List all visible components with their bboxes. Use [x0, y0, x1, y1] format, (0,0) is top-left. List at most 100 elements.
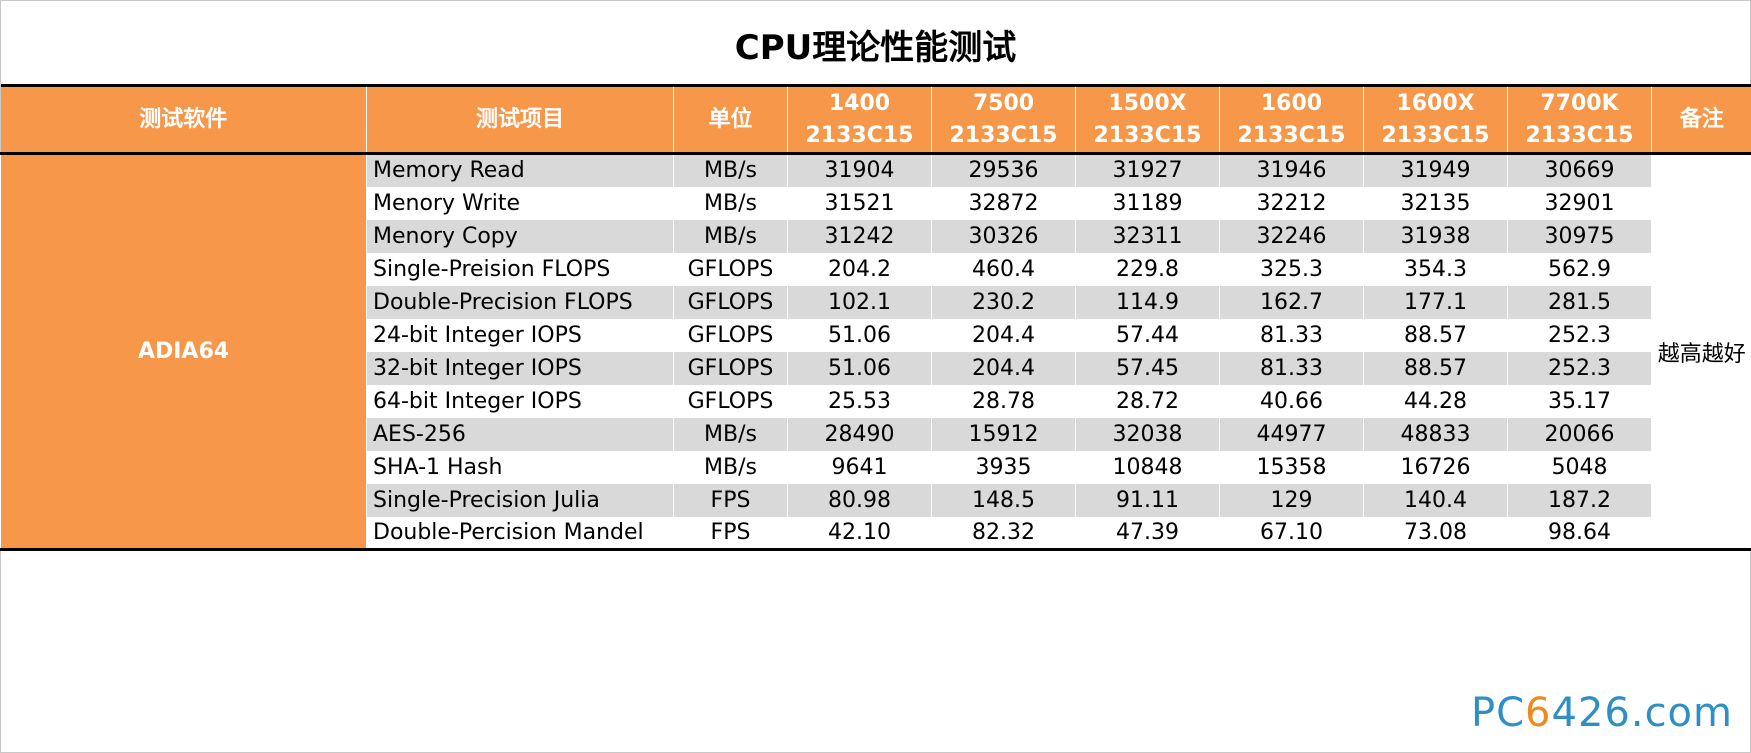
- value-cell: 15912: [931, 417, 1076, 451]
- value-cell: 30326: [931, 219, 1076, 253]
- value-cell: 162.7: [1219, 285, 1364, 319]
- header-cpu-1: 7500 2133C15: [931, 85, 1076, 154]
- header-row: 测试软件 测试项目 单位 1400 2133C15 7500 2133C15 1500X…: [0, 85, 1751, 154]
- header-cpu-4: 1600X 2133C15: [1363, 85, 1508, 154]
- value-cell: 28.78: [931, 384, 1076, 418]
- value-cell: 31189: [1075, 186, 1220, 220]
- value-cell: 229.8: [1075, 252, 1220, 286]
- value-cell: 67.10: [1219, 516, 1364, 550]
- value-cell: 252.3: [1507, 351, 1652, 385]
- value-cell: 102.1: [787, 285, 932, 319]
- value-cell: 82.32: [931, 516, 1076, 550]
- table-row: 24-bit Integer IOPS GFLOPS 51.06 204.4 57.44…: [1, 318, 1751, 352]
- value-cell: 20066: [1507, 417, 1652, 451]
- logo-part-accent: 6: [1525, 690, 1552, 736]
- header-cpu-model: 1500X: [1108, 90, 1187, 116]
- value-cell: 35.17: [1507, 384, 1652, 418]
- value-cell: 187.2: [1507, 483, 1652, 517]
- table-row: Single-Precision Julia FPS 80.98 148.5 91.11…: [1, 483, 1751, 517]
- unit-cell: FPS: [673, 483, 788, 517]
- item-cell: Double-Precision FLOPS: [366, 285, 674, 319]
- value-cell: 32212: [1219, 186, 1364, 220]
- logo-part-main: PC: [1470, 690, 1526, 736]
- value-cell: 28490: [787, 417, 932, 451]
- value-cell: 31946: [1219, 153, 1364, 187]
- value-cell: 252.3: [1507, 318, 1652, 352]
- unit-cell: GFLOPS: [673, 285, 788, 319]
- value-cell: 460.4: [931, 252, 1076, 286]
- table-row: AES-256 MB/s 28490 15912 32038 44977 48833 2006…: [1, 417, 1751, 451]
- unit-cell: FPS: [673, 516, 788, 550]
- unit-cell: GFLOPS: [673, 318, 788, 352]
- value-cell: 16726: [1363, 450, 1508, 484]
- value-cell: 354.3: [1363, 252, 1508, 286]
- benchmark-table: 测试软件 测试项目 单位 1400 2133C15 7500 2133C15 1500X…: [0, 84, 1751, 551]
- value-cell: 44.28: [1363, 384, 1508, 418]
- header-cpu-memory: 2133C15: [1525, 122, 1634, 148]
- unit-cell: MB/s: [673, 417, 788, 451]
- item-cell: AES-256: [366, 417, 674, 451]
- header-note: 备注: [1651, 85, 1751, 154]
- value-cell: 28.72: [1075, 384, 1220, 418]
- value-cell: 29536: [931, 153, 1076, 187]
- value-cell: 57.44: [1075, 318, 1220, 352]
- value-cell: 3935: [931, 450, 1076, 484]
- value-cell: 140.4: [1363, 483, 1508, 517]
- value-cell: 230.2: [931, 285, 1076, 319]
- value-cell: 32038: [1075, 417, 1220, 451]
- value-cell: 40.66: [1219, 384, 1364, 418]
- value-cell: 204.4: [931, 351, 1076, 385]
- value-cell: 31242: [787, 219, 932, 253]
- header-software: 测试软件: [0, 85, 367, 154]
- value-cell: 30669: [1507, 153, 1652, 187]
- value-cell: 31949: [1363, 153, 1508, 187]
- unit-cell: GFLOPS: [673, 384, 788, 418]
- value-cell: 32135: [1363, 186, 1508, 220]
- table-row: ADIA64 Memory Read MB/s 31904 29536 31927 3194…: [0, 153, 1751, 550]
- table-row: Menory Copy MB/s 31242 30326 32311 32246 31938…: [1, 219, 1751, 253]
- item-cell: Double-Percision Mandel: [366, 516, 674, 550]
- header-cpu-3: 1600 2133C15: [1219, 85, 1364, 154]
- value-cell: 88.57: [1363, 318, 1508, 352]
- software-cell: ADIA64: [0, 153, 367, 550]
- header-cpu-model: 1400: [828, 90, 891, 116]
- table-row: Single-Preision FLOPS GFLOPS 204.2 460.4 229…: [1, 252, 1751, 286]
- header-cpu-5: 7700K 2133C15: [1507, 85, 1652, 154]
- value-cell: 281.5: [1507, 285, 1652, 319]
- item-cell: SHA-1 Hash: [366, 450, 674, 484]
- table-row: SHA-1 Hash MB/s 9641 3935 10848 15358 16726 504…: [1, 450, 1751, 484]
- value-cell: 10848: [1075, 450, 1220, 484]
- unit-cell: MB/s: [673, 153, 788, 187]
- value-cell: 204.4: [931, 318, 1076, 352]
- value-cell: 9641: [787, 450, 932, 484]
- logo-part-rest: 426.com: [1551, 690, 1733, 736]
- item-cell: Menory Copy: [366, 219, 674, 253]
- value-cell: 562.9: [1507, 252, 1652, 286]
- value-cell: 204.2: [787, 252, 932, 286]
- unit-cell: GFLOPS: [673, 351, 788, 385]
- value-cell: 51.06: [787, 318, 932, 352]
- value-cell: 48833: [1363, 417, 1508, 451]
- header-cpu-memory: 2133C15: [949, 122, 1058, 148]
- item-cell: 64-bit Integer IOPS: [366, 384, 674, 418]
- table-row: Double-Precision FLOPS GFLOPS 102.1 230.2 11…: [1, 285, 1751, 319]
- header-cpu-memory: 2133C15: [1381, 122, 1490, 148]
- value-cell: 325.3: [1219, 252, 1364, 286]
- item-cell: Memory Read: [366, 153, 674, 187]
- value-cell: 129: [1219, 483, 1364, 517]
- header-item: 测试项目: [366, 85, 674, 154]
- unit-cell: MB/s: [673, 450, 788, 484]
- value-cell: 31904: [787, 153, 932, 187]
- item-cell: Menory Write: [366, 186, 674, 220]
- item-cell: Single-Preision FLOPS: [366, 252, 674, 286]
- value-cell: 25.53: [787, 384, 932, 418]
- item-cell: 24-bit Integer IOPS: [366, 318, 674, 352]
- value-cell: 57.45: [1075, 351, 1220, 385]
- value-cell: 47.39: [1075, 516, 1220, 550]
- value-cell: 32311: [1075, 219, 1220, 253]
- value-cell: 15358: [1219, 450, 1364, 484]
- table-row: Double-Percision Mandel FPS 42.10 82.32 47.3…: [1, 516, 1751, 550]
- value-cell: 32246: [1219, 219, 1364, 253]
- unit-cell: MB/s: [673, 186, 788, 220]
- header-cpu-memory: 2133C15: [805, 122, 914, 148]
